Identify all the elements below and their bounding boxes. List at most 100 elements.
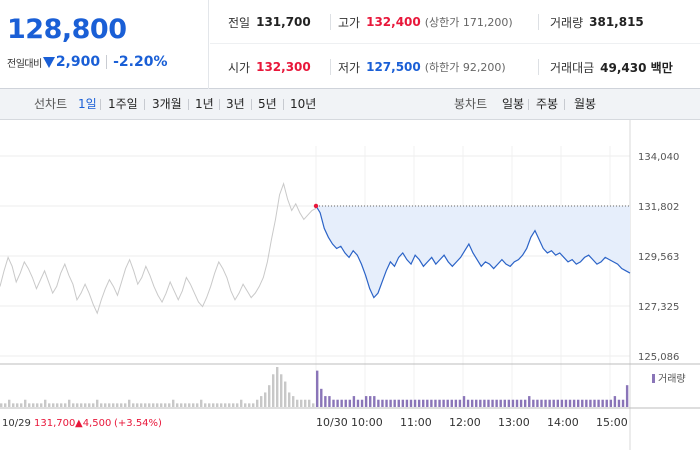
volume-bar-today	[336, 399, 339, 407]
volume-bar-prev	[292, 396, 295, 407]
volume-bar-today	[356, 399, 360, 407]
volume-bars	[0, 367, 629, 407]
volume-bar-prev	[184, 403, 187, 407]
volume-bar-today	[479, 399, 482, 407]
volume-bar-today	[621, 399, 625, 407]
divider	[106, 55, 108, 69]
volume-bar-today	[548, 399, 551, 407]
volume-bar-prev	[4, 403, 7, 407]
tab-5year[interactable]: 5년	[258, 97, 277, 111]
volume-bar-today	[381, 399, 384, 407]
down-arrow-icon	[42, 56, 55, 68]
chart-grid	[0, 120, 700, 450]
tab-daily-candle[interactable]: 일봉	[502, 97, 525, 111]
tab-3month[interactable]: 3개월	[152, 97, 182, 111]
volume-bar-today	[369, 396, 372, 407]
volume-bar-prev	[0, 403, 3, 407]
upper-limit: (상한가 171,200)	[424, 16, 513, 29]
divider	[219, 99, 220, 110]
tab-weekly-candle[interactable]: 주봉	[536, 97, 559, 111]
volume-bar-prev	[304, 399, 307, 407]
volume-bar-prev	[132, 403, 135, 407]
divider	[283, 99, 284, 110]
volume-bar-today	[507, 399, 511, 407]
volume-bar-today	[593, 399, 596, 407]
tab-1day[interactable]: 1일	[78, 97, 97, 111]
volume-bar-today	[454, 399, 458, 407]
volume-bar-prev	[172, 399, 175, 407]
volume-bar-today	[385, 399, 388, 407]
change-row: 전일대비 2,900 -2.20%	[7, 54, 168, 70]
volume-bar-prev	[8, 399, 11, 407]
volume-bar-today	[605, 399, 608, 407]
volume-bar-today	[413, 399, 417, 407]
chart-lines	[0, 182, 631, 315]
prev-rate-label: (+3.54%)	[114, 418, 162, 429]
price-block: 128,800 전일대비 2,900 -2.20%	[0, 0, 209, 89]
volume-bar-prev	[260, 396, 263, 407]
volume-bar-today	[601, 399, 604, 407]
volume-bar-prev	[300, 399, 303, 407]
volume-bar-prev	[148, 403, 151, 407]
volume-bar-today	[344, 399, 347, 407]
volume-bar-today	[568, 399, 572, 407]
volume-bar-today	[470, 399, 474, 407]
volume-bar-today	[519, 399, 523, 407]
volume-bar-today	[324, 396, 327, 407]
info-row: 시가 132,300 저가 127,500 (하한가 92,200) 거래대금 …	[210, 45, 700, 89]
divider	[564, 99, 565, 110]
intraday-chart[interactable]: 134,040 131,802 129,563 127,325 125,086 거래량 10…	[0, 120, 700, 450]
line-chart-label: 선차트	[34, 97, 68, 111]
volume-bar-prev	[240, 399, 243, 407]
volume-bar-today	[332, 399, 335, 407]
volume-bar-today	[340, 399, 343, 407]
x-tick-label: 10/30	[316, 416, 348, 429]
tab-3year[interactable]: 3년	[226, 97, 245, 111]
divider	[144, 99, 145, 110]
volume-bar-prev	[12, 403, 15, 407]
today-price-line	[315, 205, 631, 299]
volume-bar-today	[462, 396, 466, 407]
volume-bar-prev	[216, 403, 219, 407]
volume-bar-prev	[100, 403, 103, 407]
volume-bar-prev	[116, 403, 119, 407]
volume-bar-today	[393, 399, 396, 407]
chart-labels: 134,040 131,802 129,563 127,325 125,086 거래량 10…	[2, 152, 686, 429]
y-tick-label: 125,086	[638, 352, 679, 363]
volume-bar-prev	[264, 392, 267, 407]
divider	[100, 99, 101, 110]
volume-bar-today	[564, 399, 568, 407]
x-tick-label: 10:00	[351, 416, 383, 429]
tab-10year[interactable]: 10년	[290, 97, 317, 111]
volume-bar-prev	[232, 403, 235, 407]
volume-cell: 거래량 381,815	[550, 0, 644, 44]
volume-bar-prev	[188, 403, 191, 407]
volume-bar-today	[515, 399, 519, 407]
volume-bar-today	[609, 399, 613, 407]
low-cell: 저가 127,500 (하한가 92,200)	[338, 45, 506, 89]
divider	[330, 14, 331, 30]
volume-bar-today	[495, 399, 498, 407]
chart-svg[interactable]: 134,040 131,802 129,563 127,325 125,086 거래량 10…	[0, 120, 700, 450]
volume-bar-prev	[284, 381, 287, 407]
tab-monthly-candle[interactable]: 월봉	[574, 97, 597, 111]
divider	[251, 99, 252, 110]
tab-1year[interactable]: 1년	[195, 97, 214, 111]
volume-bar-today	[458, 399, 462, 407]
amount-cell: 거래대금 49,430 백만	[550, 45, 673, 89]
volume-bar-prev	[20, 403, 23, 407]
volume-bar-prev	[168, 403, 171, 407]
volume-bar-prev	[224, 403, 227, 407]
volume-bar-prev	[140, 403, 143, 407]
volume-bar-today	[536, 399, 539, 407]
quote-header: 128,800 전일대비 2,900 -2.20% 전일 131,700 고가 …	[0, 0, 700, 89]
volume-bar-today	[475, 399, 478, 407]
volume-bar-today	[483, 399, 486, 407]
volume-bar-today	[503, 399, 506, 407]
volume-bar-prev	[176, 403, 179, 407]
volume-bar-prev	[112, 403, 115, 407]
volume-bar-prev	[24, 399, 27, 407]
volume-bar-today	[617, 399, 621, 407]
tab-1week[interactable]: 1주일	[108, 97, 138, 111]
volume-bar-today	[528, 396, 531, 407]
